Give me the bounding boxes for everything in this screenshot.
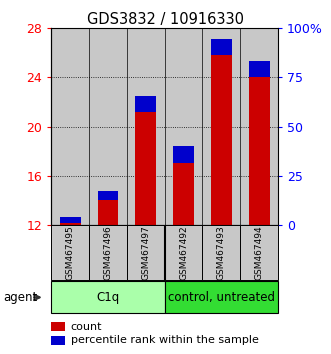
Bar [51,322,65,331]
Bar [165,225,203,280]
Bar [60,223,80,225]
Text: agent: agent [3,291,37,304]
Bar [51,225,89,280]
Text: GSM467492: GSM467492 [179,225,188,280]
Bar [60,217,80,223]
Bar [127,225,165,280]
Bar [211,55,232,225]
Text: GSM467497: GSM467497 [141,225,150,280]
Bar [240,225,278,280]
Bar [165,28,203,225]
Text: GSM467496: GSM467496 [104,225,113,280]
Bar [249,78,269,225]
Text: control, untreated: control, untreated [168,291,275,304]
Text: C1q: C1q [96,291,119,304]
Bar [173,164,194,225]
Bar [203,225,240,280]
Bar [135,112,156,225]
Bar [89,225,127,280]
Bar [51,28,89,225]
Text: GDS3832 / 10916330: GDS3832 / 10916330 [87,12,244,27]
Text: GSM467493: GSM467493 [217,225,226,280]
Bar [127,28,165,225]
Bar [249,62,269,78]
Bar [98,200,118,225]
Bar [211,39,232,55]
Bar [51,281,165,313]
Bar [165,281,278,313]
Text: GSM467494: GSM467494 [255,225,264,280]
Bar [135,96,156,112]
Bar [89,28,127,225]
Bar [51,336,65,345]
Text: GSM467495: GSM467495 [66,225,75,280]
Bar [240,28,278,225]
Text: count: count [71,322,102,332]
Text: percentile rank within the sample: percentile rank within the sample [71,336,259,346]
Bar [98,191,118,200]
Bar [173,146,194,164]
Bar [203,28,240,225]
